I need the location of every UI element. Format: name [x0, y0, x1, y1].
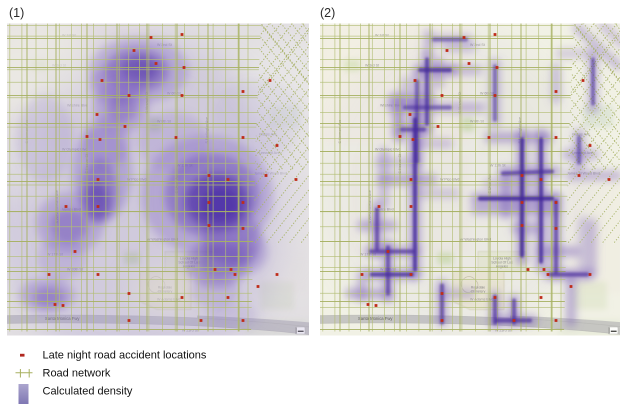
- svg-text:(2): (2): [320, 6, 335, 20]
- svg-text:(1): (1): [9, 6, 24, 20]
- svg-text:Calculated density: Calculated density: [43, 386, 133, 398]
- svg-text:Road network: Road network: [43, 367, 111, 379]
- svg-text:Late night road accident locat: Late night road accident locations: [43, 350, 207, 362]
